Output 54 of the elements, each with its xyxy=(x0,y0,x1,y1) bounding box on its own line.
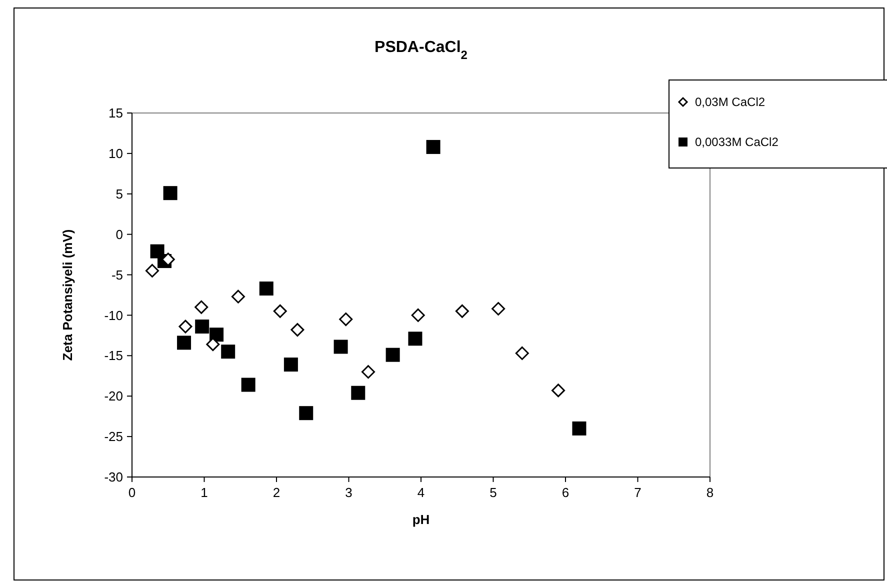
x-axis-title: pH xyxy=(412,512,430,527)
x-tick-label: 4 xyxy=(417,485,425,500)
point xyxy=(145,264,159,278)
point xyxy=(178,320,192,334)
point xyxy=(177,336,192,350)
point xyxy=(386,348,400,362)
point xyxy=(231,290,245,304)
y-tick-label: -25 xyxy=(104,429,123,444)
y-tick-label: -10 xyxy=(104,308,123,323)
chart-title: PSDA-CaCl$_{2}$ xyxy=(374,39,468,62)
y-tick-label: 5 xyxy=(116,186,123,202)
point xyxy=(206,338,220,352)
y-tick-label: 15 xyxy=(108,106,123,121)
point xyxy=(572,421,586,436)
point xyxy=(362,365,376,379)
point xyxy=(273,304,287,318)
point xyxy=(339,312,353,326)
point xyxy=(411,308,425,322)
y-axis-title: Zeta Potansiyeli (mV) xyxy=(60,229,75,361)
point xyxy=(351,386,366,400)
point xyxy=(161,252,175,266)
x-tick-label: 5 xyxy=(490,485,497,500)
point xyxy=(408,332,422,346)
legend-label: 0,0033M CaCl2 xyxy=(695,135,779,150)
y-tick-label: 10 xyxy=(108,146,123,161)
point xyxy=(455,304,469,318)
y-tick-label: -30 xyxy=(104,470,123,485)
point xyxy=(334,340,348,354)
point xyxy=(221,344,236,359)
x-tick-label: 8 xyxy=(706,485,714,500)
point xyxy=(194,300,208,314)
y-tick-label: -20 xyxy=(104,388,123,404)
point xyxy=(259,282,274,296)
x-tick-label: 1 xyxy=(200,485,208,500)
point xyxy=(195,320,210,334)
point xyxy=(552,384,566,398)
point xyxy=(515,346,529,360)
x-tick-label: 6 xyxy=(562,485,570,500)
point xyxy=(284,358,298,372)
point xyxy=(210,328,224,342)
x-tick-label: 2 xyxy=(272,485,280,500)
y-tick-label: -15 xyxy=(104,348,123,364)
x-tick-label: 7 xyxy=(634,485,642,500)
x-tick-label: 0 xyxy=(128,485,136,500)
point xyxy=(492,302,506,316)
point xyxy=(290,323,304,337)
y-tick-label: 0 xyxy=(116,226,123,242)
point xyxy=(241,378,256,392)
point xyxy=(299,406,314,420)
y-tick-label: -5 xyxy=(111,267,123,282)
legend-label: 0,03M CaCl2 xyxy=(695,95,766,110)
x-tick-label: 3 xyxy=(345,485,352,500)
point xyxy=(426,140,440,154)
point xyxy=(163,186,178,200)
